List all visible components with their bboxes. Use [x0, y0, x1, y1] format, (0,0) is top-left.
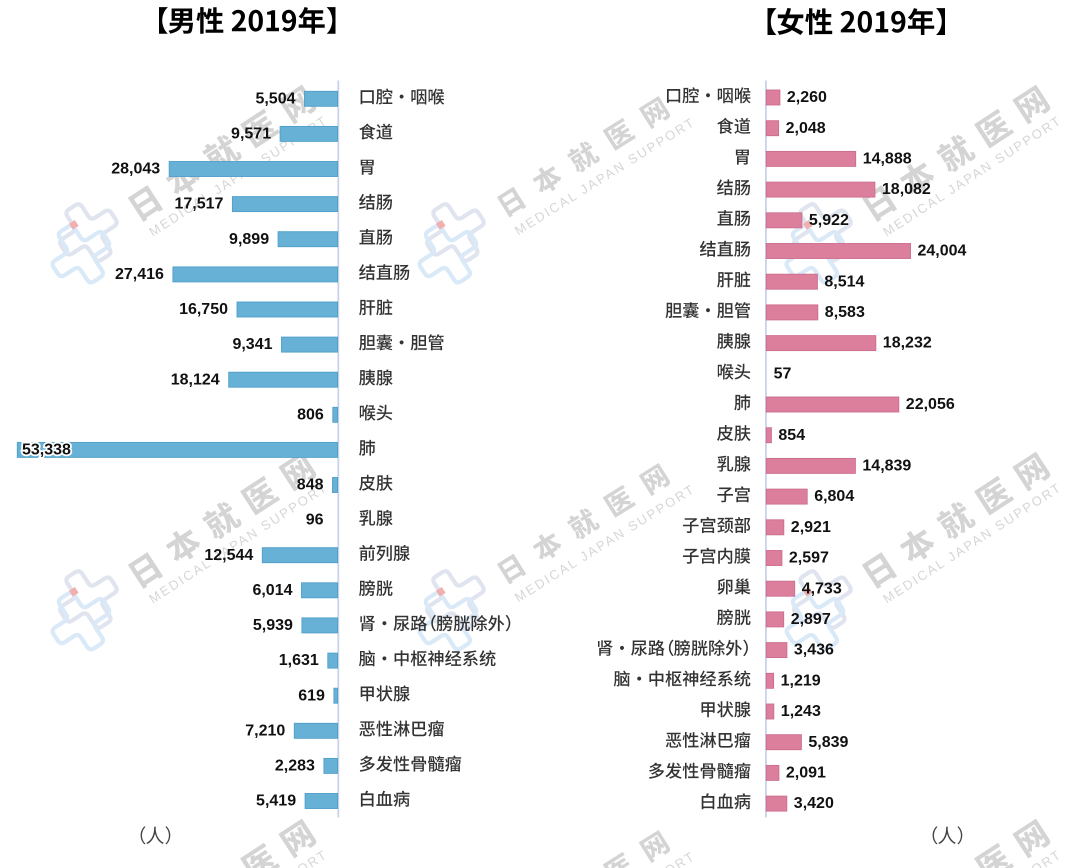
svg-text:2,897: 2,897 [791, 611, 831, 628]
svg-text:18,082: 18,082 [882, 181, 931, 198]
svg-text:2,048: 2,048 [786, 120, 826, 137]
svg-text:22,056: 22,056 [906, 396, 955, 413]
svg-text:619: 619 [298, 687, 325, 704]
svg-text:28,043: 28,043 [111, 161, 160, 178]
svg-text:24,004: 24,004 [918, 243, 967, 260]
svg-text:9,571: 9,571 [231, 126, 271, 143]
svg-text:2,921: 2,921 [791, 519, 831, 536]
svg-text:7,210: 7,210 [245, 722, 285, 739]
svg-text:848: 848 [297, 477, 324, 494]
svg-text:9,899: 9,899 [229, 231, 269, 248]
svg-text:27,416: 27,416 [115, 266, 164, 283]
svg-text:9,341: 9,341 [232, 336, 272, 353]
svg-text:2,283: 2,283 [275, 758, 315, 775]
svg-text:5,419: 5,419 [256, 793, 296, 810]
svg-text:18,232: 18,232 [883, 335, 932, 352]
svg-text:6,804: 6,804 [814, 488, 854, 505]
svg-text:5,939: 5,939 [253, 617, 293, 634]
svg-text:1,243: 1,243 [781, 703, 821, 720]
svg-text:18,124: 18,124 [171, 371, 220, 388]
svg-text:5,504: 5,504 [255, 90, 295, 107]
svg-text:3,436: 3,436 [794, 642, 834, 659]
svg-text:2,260: 2,260 [787, 89, 827, 106]
svg-text:1,631: 1,631 [279, 652, 319, 669]
svg-text:1,219: 1,219 [781, 672, 821, 689]
svg-text:57: 57 [774, 365, 792, 382]
svg-text:2,091: 2,091 [786, 765, 826, 782]
svg-text:5,922: 5,922 [809, 212, 849, 229]
svg-text:854: 854 [778, 427, 805, 444]
svg-text:3,420: 3,420 [794, 795, 834, 812]
svg-text:16,750: 16,750 [179, 301, 228, 318]
svg-text:8,583: 8,583 [825, 304, 865, 321]
svg-text:2,597: 2,597 [789, 550, 829, 567]
svg-text:53,338: 53,338 [22, 442, 71, 459]
svg-text:14,839: 14,839 [862, 458, 911, 475]
svg-text:96: 96 [306, 512, 324, 529]
svg-text:5,839: 5,839 [808, 734, 848, 751]
svg-text:6,014: 6,014 [252, 582, 292, 599]
svg-text:12,544: 12,544 [204, 547, 253, 564]
svg-text:8,514: 8,514 [824, 273, 864, 290]
svg-text:14,888: 14,888 [863, 151, 912, 168]
svg-text:4,733: 4,733 [802, 580, 842, 597]
svg-text:17,517: 17,517 [174, 196, 223, 213]
svg-text:806: 806 [297, 406, 324, 423]
